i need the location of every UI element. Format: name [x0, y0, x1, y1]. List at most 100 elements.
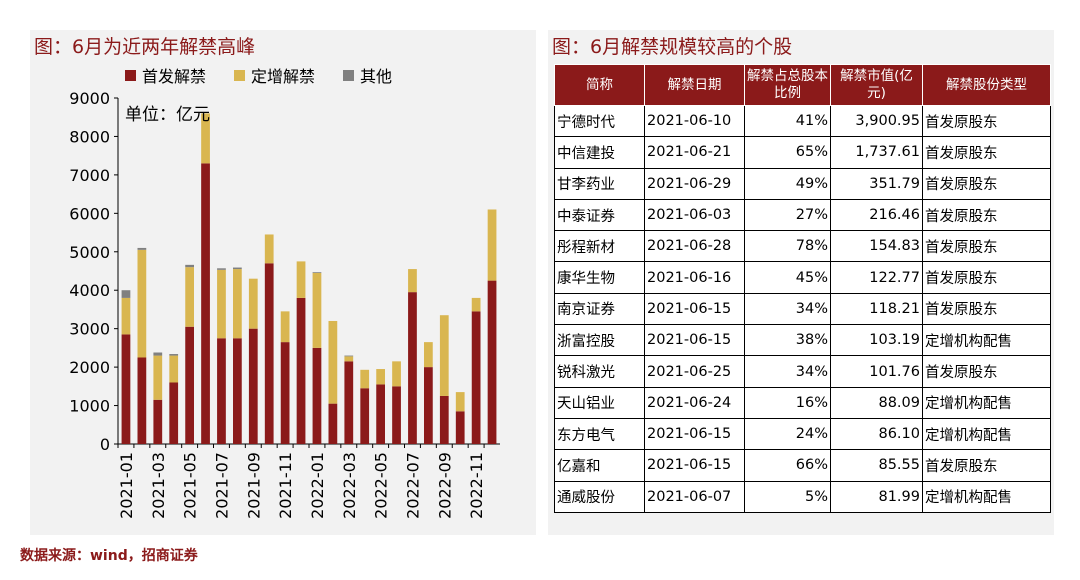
bar-segment-ipo [280, 342, 290, 444]
cell-date: 2021-06-15 [644, 292, 745, 326]
y-tick-label: 4000 [69, 281, 110, 300]
cell-type: 定增机构配售 [922, 386, 1051, 419]
bar-segment-placement [408, 269, 417, 293]
bar-segment-ipo [344, 361, 354, 444]
y-tick-label: 0 [100, 435, 110, 454]
bar-segment-ipo [153, 399, 163, 444]
bar-segment-placement [232, 269, 242, 339]
header-ratio: 解禁占总股本比例 [744, 64, 831, 106]
cell-name: 甘李药业 [554, 167, 645, 200]
cell-type: 定增机构配售 [922, 417, 1051, 451]
cell-value: 118.21 [830, 292, 923, 326]
cell-type: 首发原股东 [922, 449, 1051, 482]
bar-segment-placement [217, 269, 226, 339]
legend-label-placement: 定增解禁 [251, 67, 316, 86]
bar-segment-ipo [217, 338, 226, 444]
cell-type: 定增机构配售 [922, 324, 1051, 357]
cell-ratio: 34% [744, 292, 831, 326]
cell-date: 2021-06-28 [644, 230, 745, 263]
table-row: 康华生物 2021-06-16 45% 122.77 首发原股东 [554, 261, 1051, 294]
bar-segment-ipo [328, 403, 338, 444]
cell-value: 103.19 [830, 324, 923, 357]
legend-item-placement: 定增解禁 [234, 63, 315, 87]
cell-name: 康华生物 [554, 261, 645, 294]
chart-legend: 首发解禁 定增解禁 其他 [125, 63, 392, 87]
bar-segment-other [312, 272, 322, 273]
bar-segment-ipo [487, 280, 497, 444]
table-row: 通威股份 2021-06-07 5% 81.99 定增机构配售 [554, 480, 1051, 513]
bar-segment-placement [201, 113, 210, 164]
cell-type: 首发原股东 [922, 104, 1051, 138]
cell-type: 首发原股东 [922, 136, 1051, 169]
cell-date: 2021-06-15 [644, 417, 745, 451]
table-row: 东方电气 2021-06-15 24% 86.10 定增机构配售 [554, 417, 1051, 451]
x-tick-label: 2021-01 [117, 452, 136, 519]
legend-swatch-other [343, 69, 355, 81]
bar-segment-ipo [137, 357, 147, 444]
cell-name: 锐科激光 [554, 355, 645, 388]
legend-item-other: 其他 [343, 63, 392, 87]
cell-date: 2021-06-15 [644, 324, 745, 357]
cell-ratio: 66% [744, 449, 831, 482]
bar-segment-placement [376, 369, 386, 385]
bar-segment-ipo [471, 311, 481, 444]
cell-type: 首发原股东 [922, 355, 1051, 388]
x-tick-label: 2021-03 [149, 452, 168, 519]
legend-label-other: 其他 [360, 67, 393, 86]
bar-segment-placement [296, 261, 306, 298]
cell-ratio: 16% [744, 386, 831, 419]
y-tick-label: 9000 [69, 89, 110, 108]
bar-segment-ipo [296, 297, 306, 444]
left-chart-panel: 0 1000 2000 3000 4000 5000 6000 7000 8000 9000 202… [30, 30, 536, 535]
chart-title: 图：6月为近两年解禁高峰 [34, 36, 256, 58]
bar-segment-other [232, 267, 242, 270]
bar-segment-placement [153, 355, 163, 400]
cell-value: 122.77 [830, 261, 923, 294]
cell-ratio: 49% [744, 167, 831, 200]
bar-segment-placement [312, 272, 322, 348]
table-title: 图：6月解禁规模较高的个股 [552, 36, 793, 58]
y-tick-label: 7000 [69, 166, 110, 185]
right-table-panel: 图：6月解禁规模较高的个股 简称 解禁日期 解禁占总股本比例 解禁市值(亿元) … [548, 30, 1054, 535]
table-row: 天山铝业 2021-06-24 16% 88.09 定增机构配售 [554, 386, 1051, 419]
bar-segment-other [344, 355, 354, 357]
bar-segment-ipo [455, 411, 465, 444]
bar-segment-placement [169, 355, 179, 383]
y-tick-label: 1000 [69, 397, 110, 416]
header-value: 解禁市值(亿元) [830, 64, 923, 106]
cell-date: 2021-06-24 [644, 386, 745, 419]
x-tick-label: 2021-05 [181, 452, 200, 519]
cell-ratio: 65% [744, 136, 831, 169]
cell-name: 中泰证券 [554, 198, 645, 232]
bar-segment-ipo [376, 384, 386, 444]
bar-segment-ipo [439, 395, 449, 444]
cell-name: 彤程新材 [554, 230, 645, 263]
table-row: 浙富控股 2021-06-15 38% 103.19 定增机构配售 [554, 324, 1051, 357]
bar-segment-placement [439, 315, 449, 396]
header-name: 简称 [554, 64, 645, 106]
cell-type: 首发原股东 [922, 167, 1051, 200]
bar-segment-placement [264, 234, 274, 264]
data-source: 数据来源：wind，招商证券 [20, 548, 198, 564]
chart-unit-label: 单位：亿元 [125, 105, 210, 125]
x-tick-label: 2021-09 [244, 452, 263, 519]
cell-ratio: 27% [744, 198, 831, 232]
cell-value: 86.10 [830, 417, 923, 451]
bar-segment-placement [137, 249, 147, 358]
cell-date: 2021-06-03 [644, 198, 745, 232]
y-tick-label: 2000 [69, 358, 110, 377]
cell-type: 首发原股东 [922, 230, 1051, 263]
bar-segment-ipo [169, 382, 179, 444]
cell-value: 101.76 [830, 355, 923, 388]
bar-segment-placement [423, 342, 433, 368]
cell-value: 216.46 [830, 198, 923, 232]
header-type: 解禁股份类型 [922, 64, 1051, 106]
cell-ratio: 24% [744, 417, 831, 451]
x-tick-label: 2022-09 [435, 452, 454, 519]
cell-name: 中信建投 [554, 136, 645, 169]
cell-type: 首发原股东 [922, 261, 1051, 294]
bar-segment-placement [455, 392, 465, 412]
cell-ratio: 38% [744, 324, 831, 357]
legend-swatch-ipo [125, 69, 136, 81]
cell-ratio: 5% [744, 480, 831, 513]
